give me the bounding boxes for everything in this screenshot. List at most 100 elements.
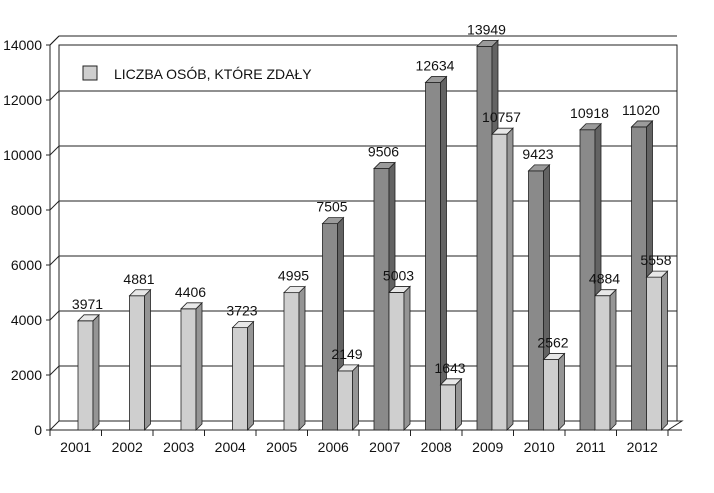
bar-series2 <box>336 363 360 431</box>
bar-series2-side <box>609 288 617 431</box>
data-label: 1643 <box>434 360 465 376</box>
data-label: 2149 <box>331 346 362 362</box>
bar-series2-top <box>542 353 566 360</box>
axes: 0 2000 4000 6000 8000 10000 12000 14000 2001 2002… <box>3 35 684 455</box>
bar-series2-top <box>594 289 617 297</box>
bar-series1-top <box>476 40 499 47</box>
x-tick-label: 2011 <box>576 439 606 455</box>
gridline-side <box>49 365 60 376</box>
bar-series2-front <box>440 384 456 431</box>
bar-series2 <box>645 270 669 431</box>
y-tick-label: 2000 <box>11 367 42 383</box>
bar-series2-side <box>506 127 514 431</box>
bar-series2-front <box>283 292 300 431</box>
data-label: 10918 <box>570 105 609 121</box>
bar-series2-front <box>594 295 611 431</box>
bar-series2-side <box>195 301 203 431</box>
bar-series2-front <box>491 133 508 431</box>
bar-series2-top <box>128 289 152 297</box>
bar-series2-top <box>491 127 514 135</box>
bar-series1-front <box>631 126 647 431</box>
x-tick-label: 2007 <box>369 439 400 455</box>
bar-series1-top <box>373 162 396 169</box>
bar-series1-top <box>424 76 448 83</box>
bar-series2-side <box>247 320 254 431</box>
bar-series1 <box>424 75 448 431</box>
data-label: 4995 <box>278 268 309 284</box>
bar-series2-side <box>661 270 668 431</box>
bar-series1-front <box>425 82 441 431</box>
bar-series2-side <box>144 288 151 431</box>
y-tick-label: 6000 <box>11 257 42 273</box>
bar-series2 <box>180 301 203 431</box>
y-tick-label: 4000 <box>11 312 42 328</box>
bar-series2-front <box>180 308 197 431</box>
data-label: 9506 <box>368 144 399 160</box>
y-tick-label: 12000 <box>3 92 42 108</box>
data-label: 4881 <box>123 271 154 287</box>
gridline-side <box>49 310 60 321</box>
x-tick-label: 2003 <box>163 439 194 455</box>
bar-series1-top <box>527 164 551 172</box>
bar-series1-front <box>528 170 544 431</box>
bar-series2-front <box>129 295 145 431</box>
bar-series2 <box>128 288 152 431</box>
bar-series2-side <box>298 285 306 431</box>
data-label: 11020 <box>622 102 660 118</box>
bar-series2-front <box>646 276 662 431</box>
legend-label: LICZBA OSÓB, KTÓRE ZDAŁY <box>114 66 312 82</box>
bar-series2 <box>439 377 463 431</box>
data-label: 10757 <box>482 109 521 125</box>
bar-series1-top <box>321 217 345 225</box>
y-tick-label: 0 <box>34 422 42 438</box>
bar-series2 <box>491 127 514 431</box>
bar-series2-front <box>232 327 248 431</box>
bar-series1-top <box>630 120 654 128</box>
y-tick-label: 8000 <box>11 202 42 218</box>
data-label: 3723 <box>226 303 257 319</box>
bar-series2-front <box>337 370 353 431</box>
bar-series2 <box>542 352 566 431</box>
bar-series2-front <box>388 292 405 431</box>
x-tick-label: 2008 <box>421 439 452 455</box>
x-tick-label: 2012 <box>627 439 658 455</box>
bar-series2-side <box>403 285 411 431</box>
data-label: 5558 <box>640 252 671 268</box>
data-label: 2562 <box>537 335 568 351</box>
gridline-side <box>49 90 60 101</box>
x-tick-label: 2009 <box>472 439 503 455</box>
bar-series2-top <box>439 378 463 386</box>
bar-series2-top <box>231 321 255 329</box>
bar-series2 <box>231 320 255 431</box>
y-axis-top <box>49 35 60 46</box>
x-tick-label: 2001 <box>60 439 91 455</box>
bar-series2-top <box>645 270 669 278</box>
x-tick-label: 2010 <box>524 439 555 455</box>
bar-series2-top <box>77 314 100 322</box>
y-tick-label: 10000 <box>3 147 42 163</box>
data-label: 5003 <box>383 267 414 283</box>
x-tick-label: 2002 <box>112 439 143 455</box>
data-label: 3971 <box>72 296 103 312</box>
data-label: 7505 <box>316 199 347 215</box>
data-label: 13949 <box>467 21 506 37</box>
bar-series1-side <box>440 75 447 431</box>
plot-back-wall <box>58 44 678 422</box>
bar-series2 <box>594 288 617 431</box>
bar-series2-top <box>180 302 203 310</box>
bar-series2-side <box>558 352 565 431</box>
bar-series2-side <box>455 377 462 431</box>
gridline-side <box>49 255 60 266</box>
legend: LICZBA OSÓB, KTÓRE ZDAŁY <box>82 65 312 82</box>
grid-lines <box>49 35 678 422</box>
bar-series1-front <box>476 46 493 431</box>
bar-series2-top <box>388 286 411 293</box>
x-tick-label: 2005 <box>266 439 297 455</box>
bar-series1-top <box>579 123 602 131</box>
data-labels: 3971 4881 4406 3723 4995 7505 2149 9506 5003 1263… <box>72 21 672 375</box>
data-label: 4884 <box>589 271 620 287</box>
bar-series2 <box>283 285 306 431</box>
data-label: 12634 <box>416 58 455 74</box>
bar-series2-side <box>352 363 359 431</box>
